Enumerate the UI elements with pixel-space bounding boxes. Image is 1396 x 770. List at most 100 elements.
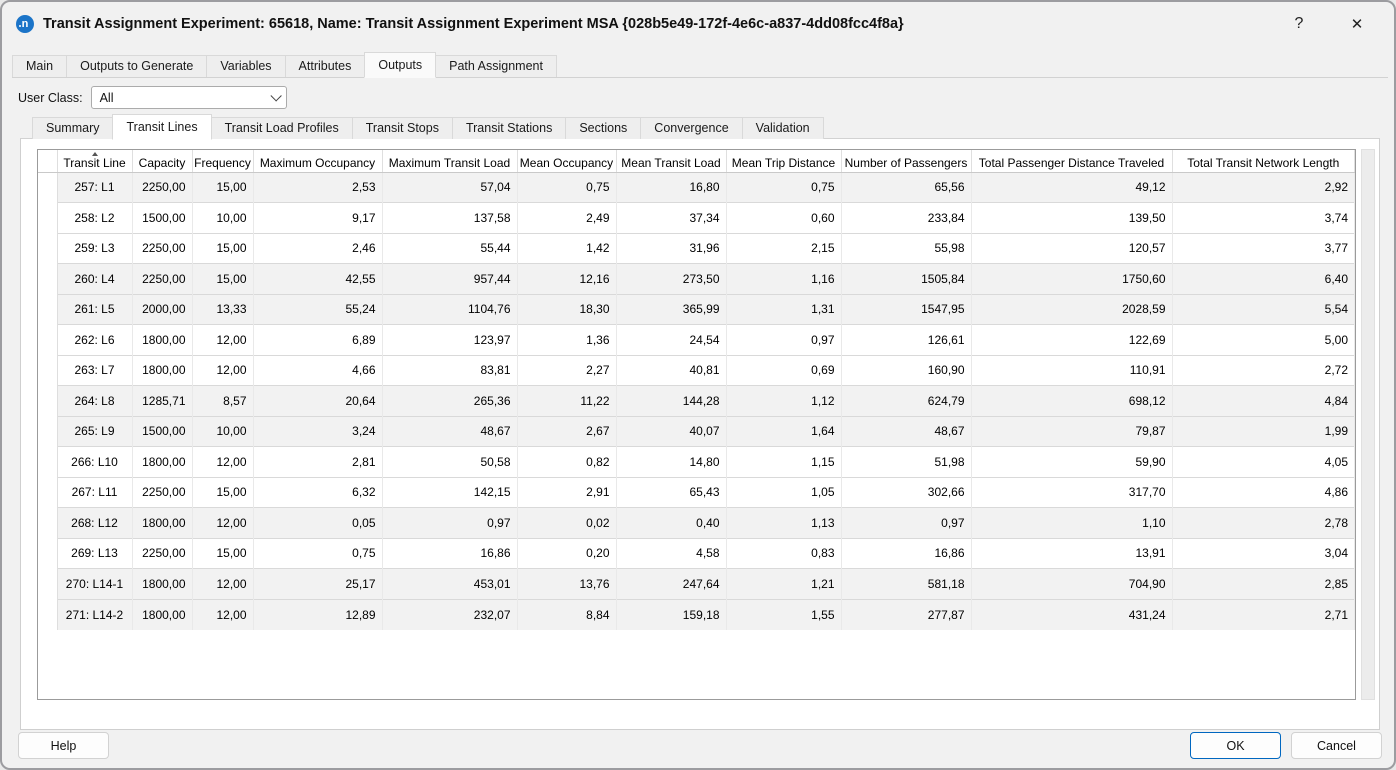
table-row-257-l1[interactable]: 257: L1 2250,00 15,00 2,53 57,04 0,75 16,80 0,7… [38, 171, 1355, 203]
cell-frequency[interactable]: 13,33 [192, 293, 254, 325]
cell-number-of-passengers[interactable]: 581,18 [841, 568, 972, 599]
cell-mean-transit-load[interactable]: 16,80 [616, 171, 727, 203]
cell-frequency[interactable]: 15,00 [192, 537, 254, 569]
cell-frequency[interactable]: 12,00 [192, 446, 254, 477]
cell-capacity[interactable]: 2250,00 [132, 537, 193, 569]
cell-frequency[interactable]: 15,00 [192, 232, 254, 264]
table-row-265-l9[interactable]: 265: L9 1500,00 10,00 3,24 48,67 2,67 40,07 1,6… [38, 415, 1355, 447]
table-row-258-l2[interactable]: 258: L2 1500,00 10,00 9,17 137,58 2,49 37,34 0,… [38, 202, 1355, 233]
cell-total-passenger-distance-traveled[interactable]: 122,69 [971, 324, 1173, 355]
cell-maximum-transit-load[interactable]: 48,67 [382, 415, 518, 447]
cell-total-transit-network-length[interactable]: 4,86 [1172, 476, 1355, 508]
cell-number-of-passengers[interactable]: 160,90 [841, 354, 972, 386]
cell-mean-trip-distance[interactable]: 0,60 [726, 202, 842, 233]
cell-capacity[interactable]: 1500,00 [132, 202, 193, 233]
column-header-total-passenger-distance-traveled[interactable]: Total Passenger Distance Traveled [971, 150, 1173, 173]
cell-total-passenger-distance-traveled[interactable]: 317,70 [971, 476, 1173, 508]
transit-line-cell[interactable]: 266: L10 [57, 446, 133, 477]
ok-button[interactable]: OK [1190, 732, 1281, 759]
cell-total-passenger-distance-traveled[interactable]: 698,12 [971, 385, 1173, 416]
cell-total-passenger-distance-traveled[interactable]: 139,50 [971, 202, 1173, 233]
tab-outputs-to-generate[interactable]: Outputs to Generate [66, 55, 208, 77]
cell-capacity[interactable]: 1800,00 [132, 354, 193, 386]
cell-mean-trip-distance[interactable]: 0,75 [726, 171, 842, 203]
cell-number-of-passengers[interactable]: 126,61 [841, 324, 972, 355]
cell-maximum-occupancy[interactable]: 3,24 [253, 415, 383, 447]
transit-line-cell[interactable]: 267: L11 [57, 476, 133, 508]
cell-number-of-passengers[interactable]: 16,86 [841, 537, 972, 569]
column-header-number-of-passengers[interactable]: Number of Passengers [841, 150, 972, 173]
tab-path-assignment[interactable]: Path Assignment [435, 55, 557, 77]
cell-total-transit-network-length[interactable]: 3,74 [1172, 202, 1355, 233]
cell-mean-transit-load[interactable]: 365,99 [616, 293, 727, 325]
cell-total-passenger-distance-traveled[interactable]: 49,12 [971, 171, 1173, 203]
cell-total-transit-network-length[interactable]: 2,92 [1172, 171, 1355, 203]
cell-number-of-passengers[interactable]: 302,66 [841, 476, 972, 508]
cell-total-transit-network-length[interactable]: 2,85 [1172, 568, 1355, 599]
column-header-total-transit-network-length[interactable]: Total Transit Network Length [1172, 150, 1355, 173]
cell-mean-transit-load[interactable]: 144,28 [616, 385, 727, 416]
table-row-260-l4[interactable]: 260: L4 2250,00 15,00 42,55 957,44 12,16 273,5… [38, 263, 1355, 294]
cell-frequency[interactable]: 15,00 [192, 476, 254, 508]
cell-mean-transit-load[interactable]: 40,81 [616, 354, 727, 386]
cell-mean-trip-distance[interactable]: 0,69 [726, 354, 842, 386]
cell-total-transit-network-length[interactable]: 2,72 [1172, 354, 1355, 386]
cell-total-passenger-distance-traveled[interactable]: 2028,59 [971, 293, 1173, 325]
cell-frequency[interactable]: 12,00 [192, 507, 254, 538]
cell-maximum-transit-load[interactable]: 0,97 [382, 507, 518, 538]
cell-maximum-transit-load[interactable]: 50,58 [382, 446, 518, 477]
cell-number-of-passengers[interactable]: 1505,84 [841, 263, 972, 294]
cell-mean-trip-distance[interactable]: 2,15 [726, 232, 842, 264]
transit-line-cell[interactable]: 259: L3 [57, 232, 133, 264]
cell-mean-occupancy[interactable]: 1,42 [517, 232, 617, 264]
cell-mean-transit-load[interactable]: 247,64 [616, 568, 727, 599]
transit-line-cell[interactable]: 258: L2 [57, 202, 133, 233]
cell-total-transit-network-length[interactable]: 4,84 [1172, 385, 1355, 416]
vertical-scrollbar[interactable] [1361, 149, 1375, 700]
tab-variables[interactable]: Variables [206, 55, 286, 77]
cell-number-of-passengers[interactable]: 624,79 [841, 385, 972, 416]
cell-maximum-occupancy[interactable]: 2,53 [253, 171, 383, 203]
cell-frequency[interactable]: 15,00 [192, 171, 254, 203]
cell-number-of-passengers[interactable]: 0,97 [841, 507, 972, 538]
transit-line-cell[interactable]: 265: L9 [57, 415, 133, 447]
cell-mean-occupancy[interactable]: 2,67 [517, 415, 617, 447]
cell-mean-transit-load[interactable]: 24,54 [616, 324, 727, 355]
table-row-271-l14-2[interactable]: 271: L14-2 1800,00 12,00 12,89 232,07 8,84 159… [38, 598, 1355, 630]
subtab-transit-stations[interactable]: Transit Stations [451, 117, 567, 139]
subtab-convergence[interactable]: Convergence [640, 117, 743, 139]
cell-capacity[interactable]: 1800,00 [132, 598, 193, 630]
cell-mean-occupancy[interactable]: 18,30 [517, 293, 617, 325]
transit-line-cell[interactable]: 257: L1 [57, 171, 133, 203]
cell-mean-occupancy[interactable]: 1,36 [517, 324, 617, 355]
cell-mean-trip-distance[interactable]: 1,21 [726, 568, 842, 599]
cell-maximum-transit-load[interactable]: 137,58 [382, 202, 518, 233]
cell-total-passenger-distance-traveled[interactable]: 79,87 [971, 415, 1173, 447]
cell-mean-trip-distance[interactable]: 0,97 [726, 324, 842, 355]
transit-line-cell[interactable]: 260: L4 [57, 263, 133, 294]
column-header-mean-occupancy[interactable]: Mean Occupancy [517, 150, 617, 173]
column-header-maximum-occupancy[interactable]: Maximum Occupancy [253, 150, 383, 173]
cell-mean-occupancy[interactable]: 0,02 [517, 507, 617, 538]
cell-mean-transit-load[interactable]: 31,96 [616, 232, 727, 264]
table-row-267-l11[interactable]: 267: L11 2250,00 15,00 6,32 142,15 2,91 65,43 1… [38, 476, 1355, 508]
table-row-268-l12[interactable]: 268: L12 1800,00 12,00 0,05 0,97 0,02 0,40 1,13… [38, 507, 1355, 538]
cell-mean-occupancy[interactable]: 2,49 [517, 202, 617, 233]
cell-mean-trip-distance[interactable]: 1,31 [726, 293, 842, 325]
cell-maximum-transit-load[interactable]: 957,44 [382, 263, 518, 294]
titlebar-help-button[interactable]: ? [1282, 9, 1316, 39]
cell-mean-trip-distance[interactable]: 1,12 [726, 385, 842, 416]
column-header-maximum-transit-load[interactable]: Maximum Transit Load [382, 150, 518, 173]
cell-capacity[interactable]: 1800,00 [132, 324, 193, 355]
cell-maximum-occupancy[interactable]: 12,89 [253, 598, 383, 630]
cell-mean-occupancy[interactable]: 0,75 [517, 171, 617, 203]
cell-capacity[interactable]: 1500,00 [132, 415, 193, 447]
cell-capacity[interactable]: 1800,00 [132, 446, 193, 477]
cell-number-of-passengers[interactable]: 65,56 [841, 171, 972, 203]
cell-mean-transit-load[interactable]: 0,40 [616, 507, 727, 538]
column-header-mean-transit-load[interactable]: Mean Transit Load [616, 150, 727, 173]
cell-maximum-occupancy[interactable]: 6,32 [253, 476, 383, 508]
cell-total-transit-network-length[interactable]: 1,99 [1172, 415, 1355, 447]
transit-line-cell[interactable]: 271: L14-2 [57, 598, 133, 630]
cell-mean-occupancy[interactable]: 11,22 [517, 385, 617, 416]
